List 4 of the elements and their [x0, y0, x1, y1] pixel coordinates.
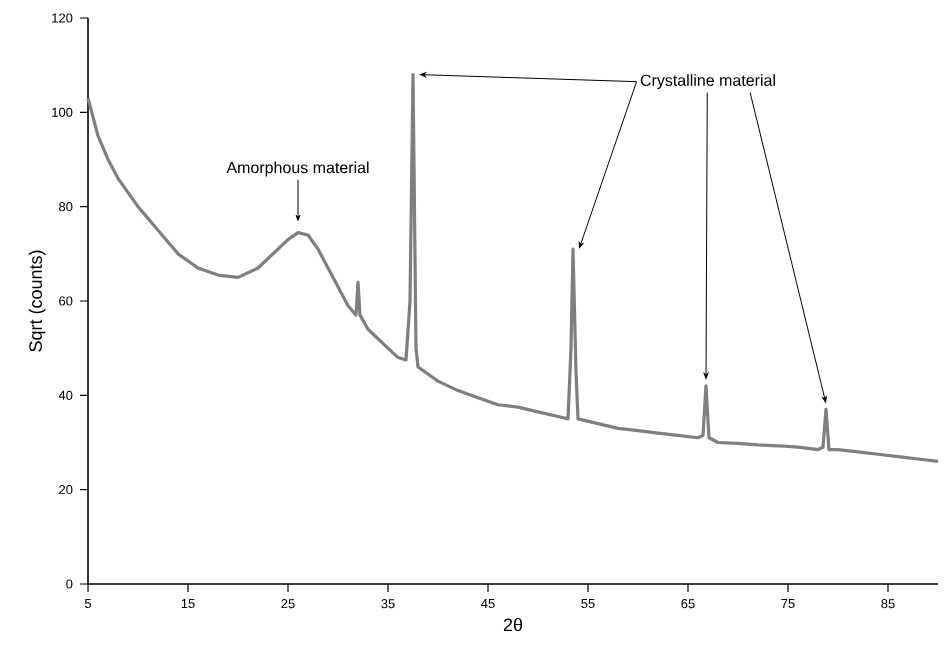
annotation: Crystalline material	[640, 74, 775, 90]
x-axis-title: 2θ	[503, 617, 523, 632]
annotation: Amorphous material	[226, 161, 369, 177]
y-axis-title: Sqrt (counts)	[28, 250, 46, 352]
